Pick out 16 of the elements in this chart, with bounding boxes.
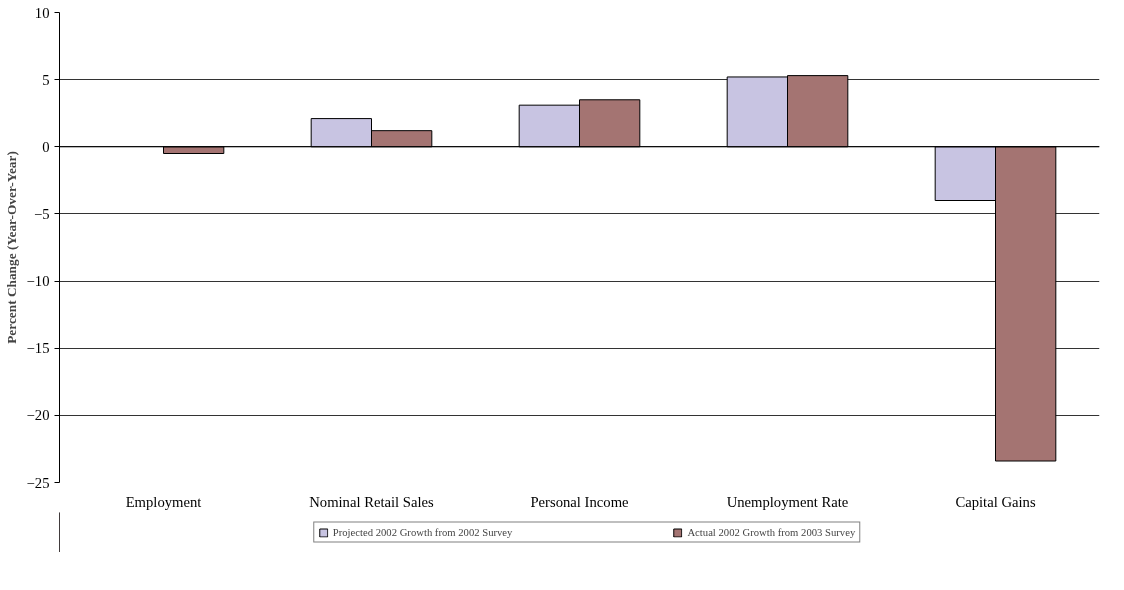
y-axis-title: Percent Change (Year-Over-Year) xyxy=(3,151,19,344)
x-tick-label: Personal Income xyxy=(530,493,629,510)
y-tick-label: 10 xyxy=(34,4,50,21)
legend-label: Actual 2002 Growth from 2003 Survey xyxy=(687,526,856,538)
x-tick-label: Nominal Retail Sales xyxy=(309,493,435,510)
x-tick-label: Unemployment Rate xyxy=(726,493,849,510)
y-tick-label: −5 xyxy=(33,205,50,222)
y-tick-label: −15 xyxy=(26,340,50,357)
y-tick-label: −20 xyxy=(26,407,50,424)
y-tick-label: 5 xyxy=(42,71,50,88)
y-tick-label: −10 xyxy=(26,273,50,290)
legend-label: Projected 2002 Growth from 2002 Survey xyxy=(332,526,513,538)
x-tick-label: Employment xyxy=(125,493,202,510)
y-tick-label: 0 xyxy=(42,138,50,155)
y-tick-label: −25 xyxy=(26,474,50,491)
x-tick-label: Capital Gains xyxy=(955,493,1036,510)
